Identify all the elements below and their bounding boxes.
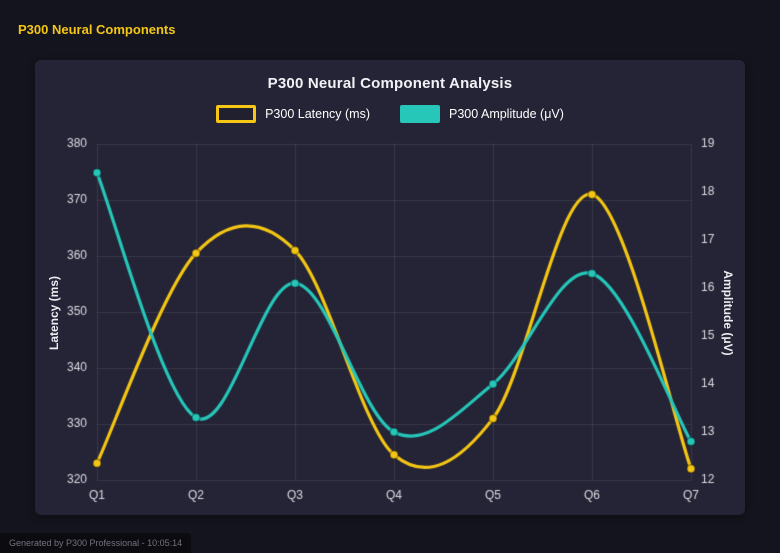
legend-label-amplitude: P300 Amplitude (μV)	[449, 107, 564, 121]
left-axis-title: Latency (ms)	[47, 276, 61, 351]
chart-canvas	[43, 130, 737, 512]
chart-area: Latency (ms) Amplitude (μV)	[43, 130, 737, 512]
amplitude-swatch-icon	[400, 105, 440, 123]
legend-item-latency[interactable]: P300 Latency (ms)	[216, 105, 370, 123]
chart-panel: P300 Neural Component Analysis P300 Late…	[35, 60, 745, 515]
page-title: P300 Neural Components	[18, 22, 176, 37]
chart-title: P300 Neural Component Analysis	[267, 75, 513, 92]
footer-status: Generated by P300 Professional - 10:05:1…	[0, 533, 192, 553]
right-axis-title: Amplitude (μV)	[721, 270, 735, 357]
chart-legend: P300 Latency (ms) P300 Amplitude (μV)	[35, 104, 745, 124]
legend-label-latency: P300 Latency (ms)	[265, 107, 370, 121]
latency-swatch-icon	[216, 105, 257, 123]
legend-item-amplitude[interactable]: P300 Amplitude (μV)	[400, 105, 564, 123]
